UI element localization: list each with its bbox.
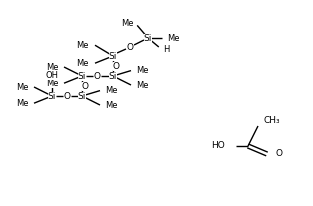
Text: O: O [275,150,282,158]
Text: Me: Me [105,86,117,95]
Text: O: O [64,91,70,101]
Text: O: O [126,42,134,52]
Text: H: H [163,44,169,54]
Text: Me: Me [17,82,29,91]
Text: O: O [94,71,100,81]
Text: Si: Si [109,52,117,61]
Text: Me: Me [121,19,133,28]
Text: Si: Si [78,71,86,81]
Text: Si: Si [48,91,56,101]
Text: OH: OH [45,71,59,80]
Text: Me: Me [17,99,29,108]
Text: O: O [112,62,120,70]
Text: Me: Me [76,59,89,68]
Text: Me: Me [167,34,180,42]
Text: Me: Me [105,101,117,110]
Text: O: O [81,82,89,90]
Text: Me: Me [76,41,89,50]
Text: HO: HO [211,142,225,151]
Text: Si: Si [78,91,86,101]
Text: Me: Me [136,81,148,89]
Text: Me: Me [136,66,148,75]
Text: CH₃: CH₃ [263,116,280,124]
Text: Si: Si [109,71,117,81]
Text: Si: Si [144,34,152,42]
Text: Me: Me [47,79,59,88]
Text: Me: Me [47,62,59,71]
